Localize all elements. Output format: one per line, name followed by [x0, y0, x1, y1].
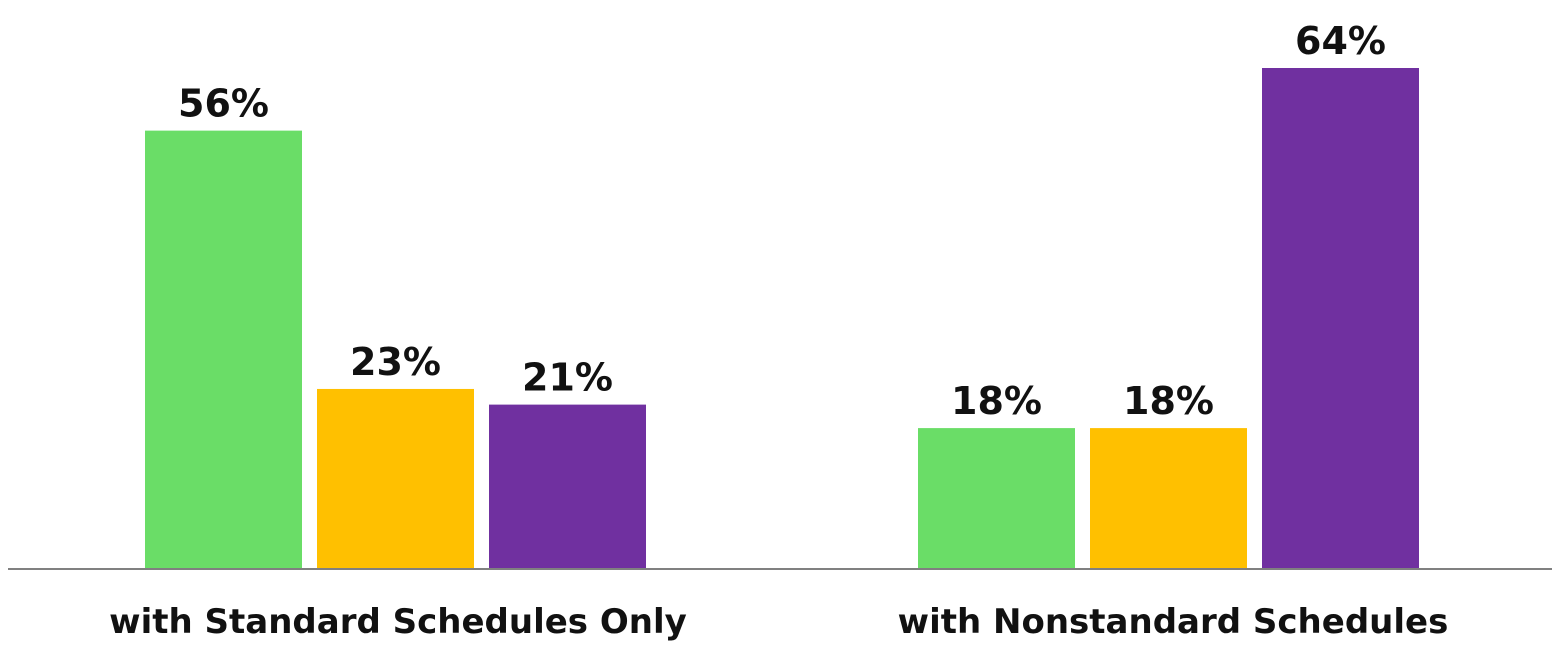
data-label-series-1-category-2: 18%	[951, 379, 1042, 423]
data-label-series-3-category-1: 21%	[522, 356, 613, 400]
bar-series-2-category-2	[1090, 428, 1247, 569]
data-label-series-2-category-1: 23%	[350, 340, 441, 384]
bar-series-1-category-1	[145, 130, 302, 569]
bars-layer	[145, 68, 1419, 569]
category-label-2: with Nonstandard Schedules	[898, 602, 1449, 642]
bar-series-1-category-2	[918, 428, 1075, 569]
data-labels-layer: 56% 18% 23% 18% 21% 64%	[178, 19, 1386, 423]
category-labels-layer: with Standard Schedules Only with Nonstan…	[109, 602, 1448, 642]
data-label-series-3-category-2: 64%	[1295, 19, 1386, 63]
data-label-series-1-category-1: 56%	[178, 82, 269, 126]
category-label-1: with Standard Schedules Only	[109, 602, 687, 642]
bar-series-3-category-1	[489, 404, 646, 569]
data-label-series-2-category-2: 18%	[1123, 379, 1214, 423]
bar-series-3-category-2	[1262, 68, 1419, 569]
bar-series-2-category-1	[317, 388, 474, 569]
